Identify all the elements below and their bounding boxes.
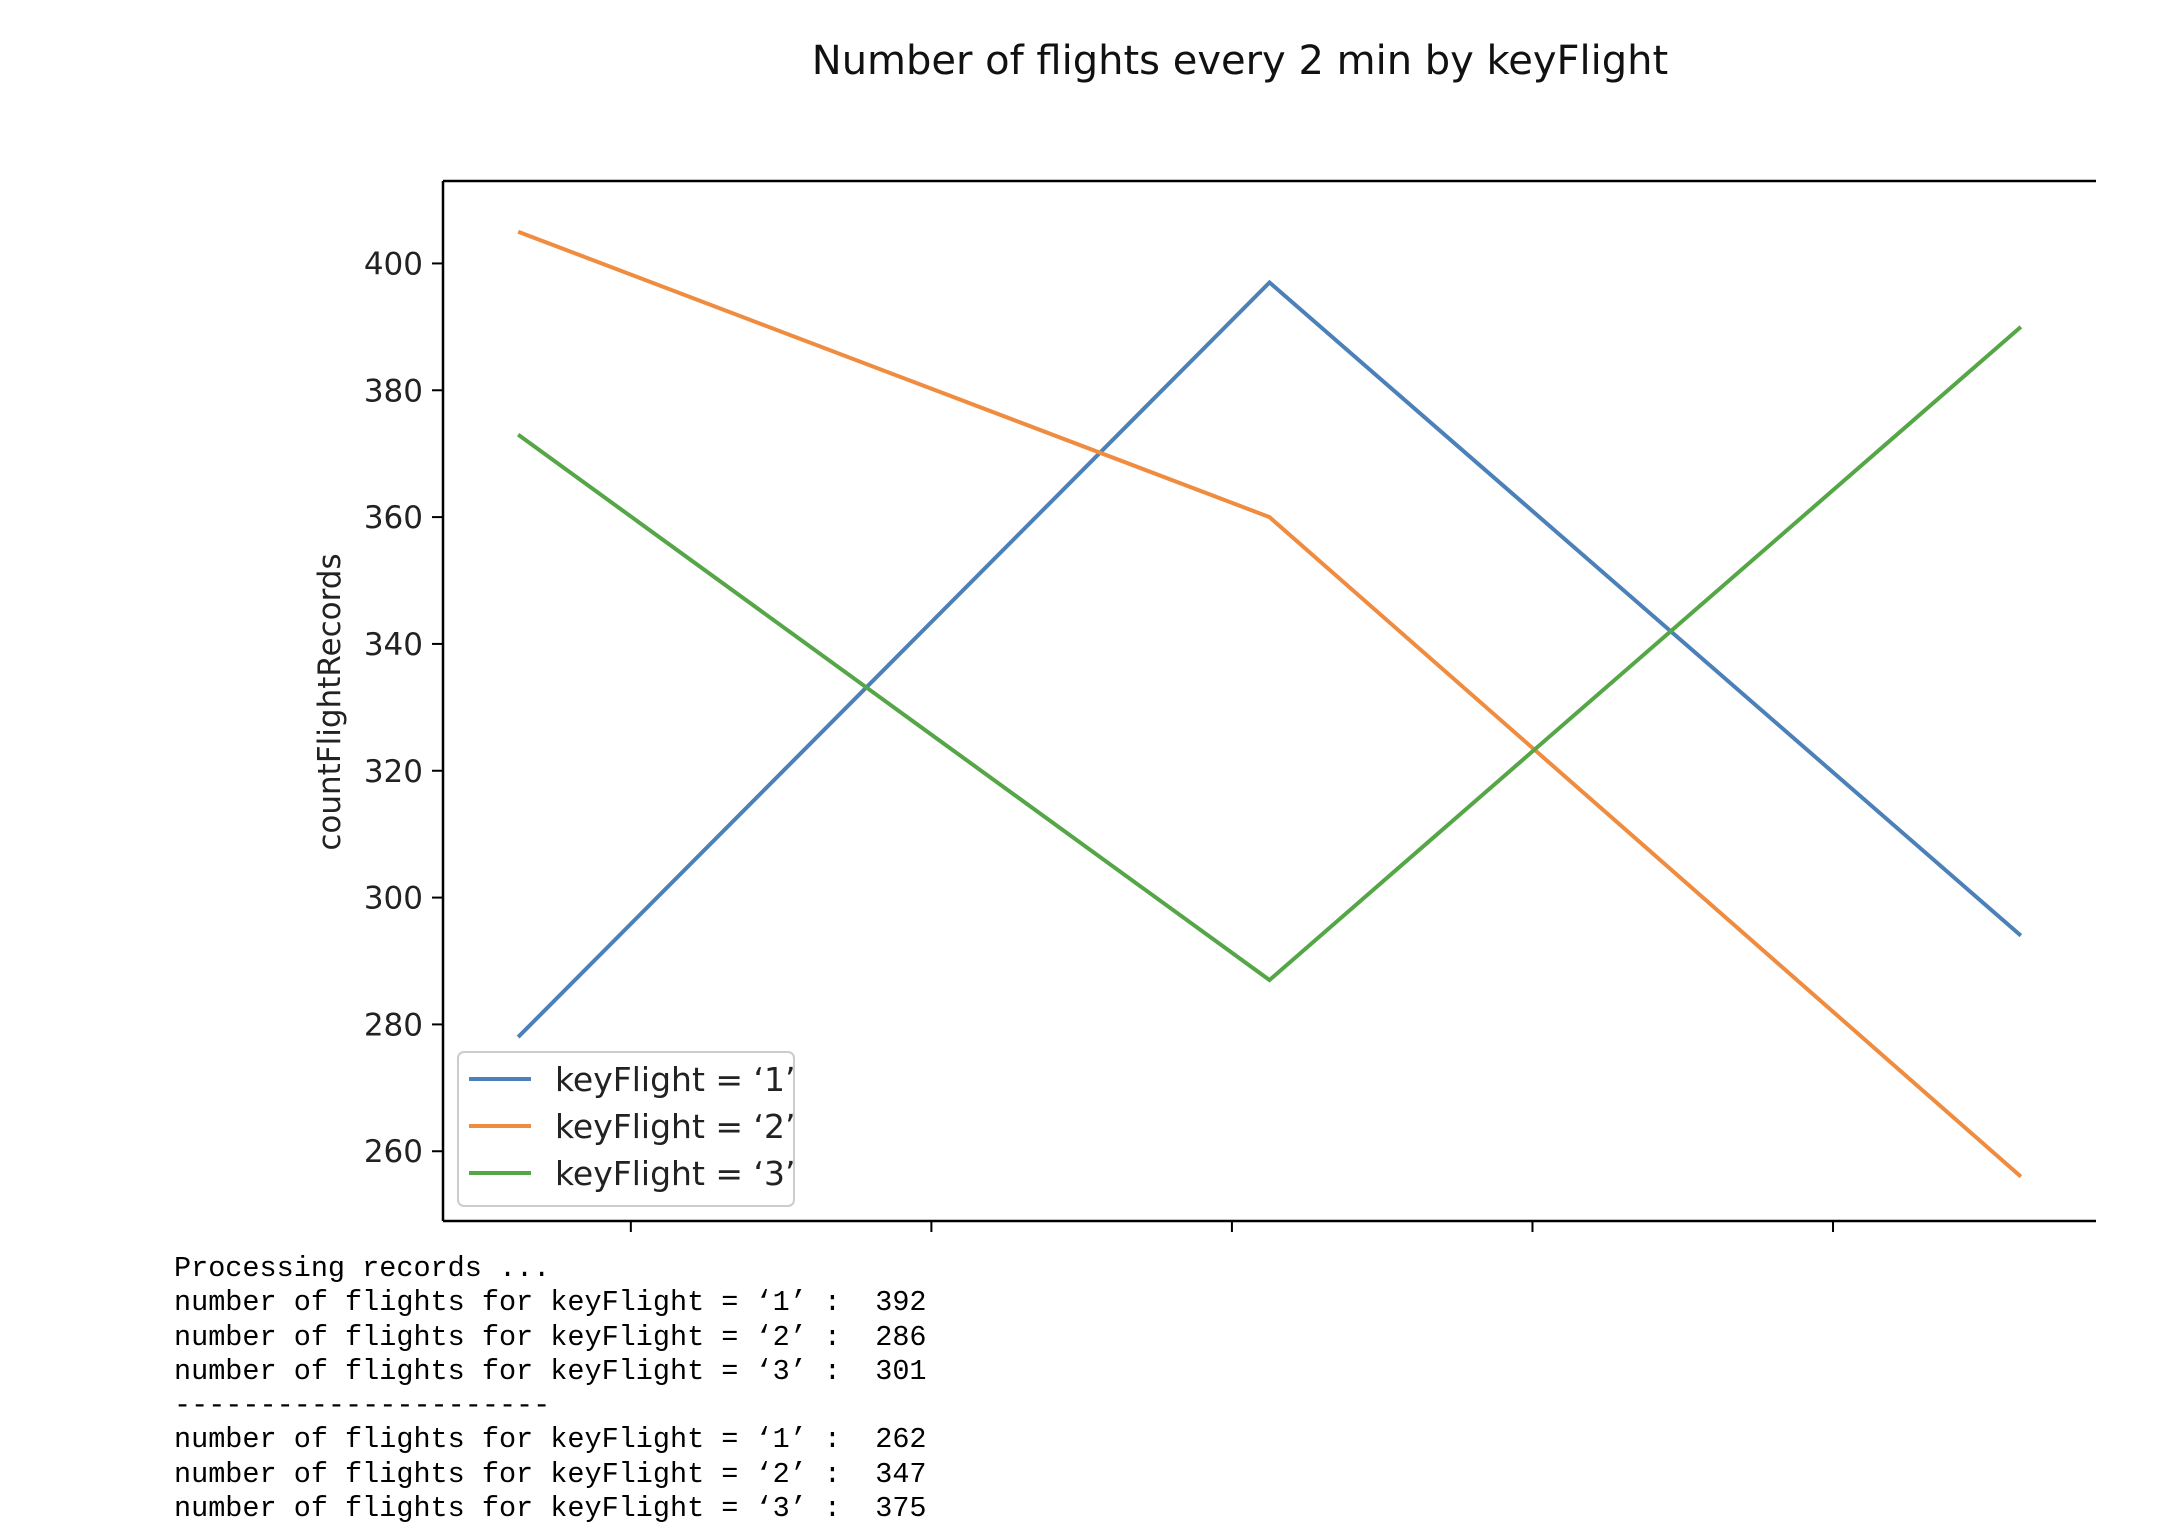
y-tick-label: 400 [364,246,423,282]
legend-label-3: keyFlight = ‘3’ [555,1154,796,1193]
series-line-3 [516,325,2023,983]
y-tick-label: 380 [364,373,423,409]
console-line: number of flights for keyFlight = ‘2’ : … [174,1457,927,1491]
plot-background [443,181,2096,1221]
x-axis [629,1221,1835,1232]
line-chart: Number of flights every 2 min by keyFlig… [312,38,2096,1232]
console-line: number of flights for keyFlight = ‘3’ : … [174,1354,927,1388]
series-line-2 [517,229,2023,1179]
y-tick-label: 340 [364,627,423,663]
series-line-1 [516,279,2023,1039]
console-line: number of flights for keyFlight = ‘1’ : … [174,1286,927,1320]
y-tick-label: 280 [364,1007,423,1043]
series-group [516,229,2023,1179]
y-axis-label: countFlightRecords [312,553,348,850]
legend-box [457,1051,795,1207]
console-line: number of flights for keyFlight = ‘3’ : … [174,1492,927,1526]
plot-area [441,179,2096,1223]
console-line: number of flights for keyFlight = ‘1’ : … [174,1423,927,1457]
console-line: ---------------------- [174,1389,551,1423]
y-axis: 260 280 300 320 340 360 380 400 [364,246,443,1170]
chart-title: Number of flights every 2 min by keyFlig… [812,38,1668,84]
legend: keyFlight = ‘1’ keyFlight = ‘2’ keyFlight … [457,1051,796,1207]
y-tick-label: 360 [364,500,423,536]
y-tick-label: 320 [364,754,423,790]
legend-label-2: keyFlight = ‘2’ [555,1107,796,1146]
y-tick-label: 300 [364,881,423,917]
console-output: Processing records ... number of flights … [174,1252,1674,1526]
legend-label-1: keyFlight = ‘1’ [555,1060,796,1099]
console-line: number of flights for keyFlight = ‘2’ : … [174,1320,927,1354]
console-line: Processing records ... [174,1252,551,1285]
y-tick-label: 260 [364,1134,423,1170]
